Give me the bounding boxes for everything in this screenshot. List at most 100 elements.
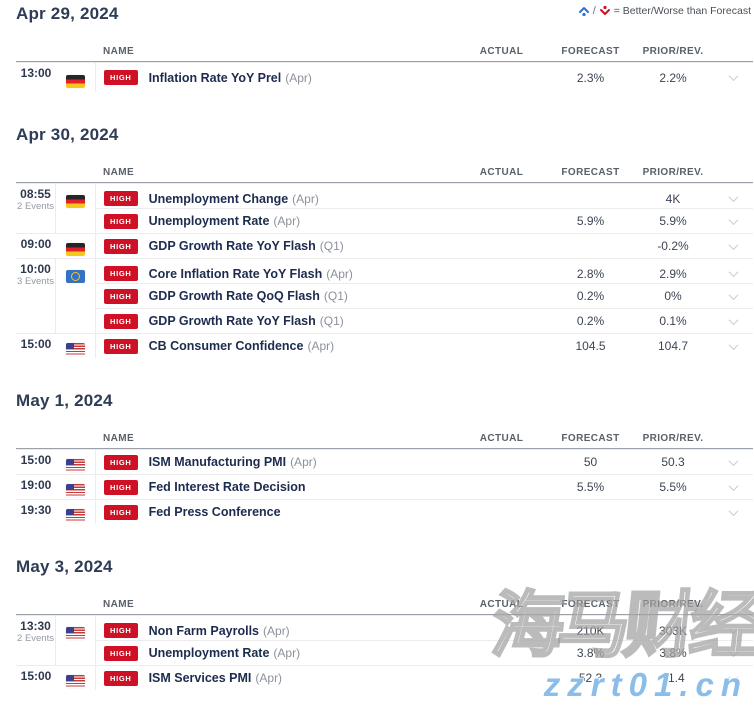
event-row[interactable]: HIGH Unemployment Rate (Apr) 5.9% 5.9% [16, 208, 753, 233]
time-cell [16, 208, 56, 233]
time-cell: 13:30 2 Events [16, 615, 56, 645]
forecast-value: 3.8% [548, 640, 633, 665]
prior-value: 104.7 [633, 333, 713, 358]
chevron-down-icon[interactable] [728, 671, 738, 682]
us-flag-icon [66, 483, 85, 497]
actual-value [455, 474, 548, 499]
importance-badge-high: HIGH [104, 70, 138, 85]
expand-row-button[interactable] [713, 208, 753, 233]
event-time: 08:55 [20, 187, 51, 201]
calendar-day-section: May 3, 2024 NAME ACTUAL FORECAST PRIOR/REV. 1… [0, 557, 754, 690]
column-header-name: NAME [103, 433, 135, 444]
time-cell: 15:00 [16, 665, 56, 690]
prior-value: -0.2% [633, 233, 713, 258]
chevron-down-icon[interactable] [728, 192, 738, 203]
flag-cell [56, 333, 95, 358]
expand-row-button[interactable] [713, 258, 753, 288]
chevron-down-icon[interactable] [728, 624, 738, 635]
date-header: Apr 30, 2024 [16, 125, 119, 144]
chevron-down-icon[interactable] [728, 314, 738, 325]
actual-value [455, 615, 548, 645]
prior-value: 3.8% [633, 640, 713, 665]
event-row[interactable]: 09:00 HIGH GDP Growth Rate YoY Flash (Q1) -0… [16, 233, 753, 258]
events-table: NAME ACTUAL FORECAST PRIOR/REV. 13:00 HIGH Inf… [16, 46, 753, 92]
event-row[interactable]: 15:00 HIGH ISM Manufacturing PMI (Apr) 50 50.… [16, 449, 753, 474]
event-row[interactable]: 08:55 2 Events HIGH Unemployment Change (Apr… [16, 183, 753, 213]
date-header: May 1, 2024 [16, 391, 113, 410]
expand-row-button[interactable] [713, 449, 753, 474]
event-period: (Q1) [323, 289, 348, 303]
chevron-down-icon[interactable] [728, 289, 738, 300]
event-time: 15:00 [20, 453, 52, 467]
forecast-value: 2.3% [548, 62, 633, 92]
event-row[interactable]: 13:00 HIGH Inflation Rate YoY Prel (Apr) 2.3… [16, 62, 753, 92]
event-period: (Q1) [319, 314, 344, 328]
chevron-down-icon[interactable] [728, 239, 738, 250]
column-header-forecast: FORECAST [561, 433, 620, 444]
forecast-value: 0.2% [548, 308, 633, 333]
event-row[interactable]: HIGH Unemployment Rate (Apr) 3.8% 3.8% [16, 640, 753, 665]
expand-row-button[interactable] [713, 665, 753, 690]
flag-cell [56, 308, 95, 333]
flag-cell [56, 62, 95, 92]
chevron-down-icon[interactable] [728, 646, 738, 657]
event-period: (Apr) [292, 191, 319, 206]
event-row[interactable]: 10:00 3 Events HIGH Core Inflation Rate YoY… [16, 258, 753, 288]
column-header-actual: ACTUAL [479, 46, 524, 57]
header-spacer-flag [56, 167, 95, 178]
expand-row-button[interactable] [713, 640, 753, 665]
event-row[interactable]: HIGH GDP Growth Rate QoQ Flash (Q1) 0.2% 0% [16, 283, 753, 308]
forecast-value: 52.3 [548, 665, 633, 690]
chevron-down-icon[interactable] [728, 505, 738, 516]
chevron-down-icon[interactable] [728, 455, 738, 466]
event-name: Fed Press Conference [148, 505, 281, 519]
us-flag-icon [66, 674, 85, 688]
forecast-value: 0.2% [548, 283, 633, 308]
expand-row-button[interactable] [713, 499, 753, 524]
prior-value: 4K [633, 183, 713, 213]
header-spacer-chevron [713, 46, 753, 57]
event-row[interactable]: 13:30 2 Events HIGH Non Farm Payrolls (Apr) 2… [16, 615, 753, 645]
flag-cell [56, 499, 95, 524]
header-spacer-time [16, 599, 56, 610]
expand-row-button[interactable] [713, 474, 753, 499]
flag-cell [56, 183, 95, 213]
event-row[interactable]: 15:00 HIGH ISM Services PMI (Apr) 52.3 51.4 [16, 665, 753, 690]
forecast-value: 210K [548, 615, 633, 645]
chevron-down-icon[interactable] [728, 267, 738, 278]
prior-value: 0% [633, 283, 713, 308]
event-name: Inflation Rate YoY Prel [148, 70, 282, 85]
event-name-cell: HIGH Non Farm Payrolls (Apr) [95, 615, 455, 645]
event-name-cell: HIGH CB Consumer Confidence (Apr) [95, 333, 455, 358]
prior-value: 2.2% [633, 62, 713, 92]
expand-row-button[interactable] [713, 283, 753, 308]
prior-value: 5.9% [633, 208, 713, 233]
chevron-down-icon[interactable] [728, 71, 738, 82]
actual-value [455, 62, 548, 92]
chevron-down-icon[interactable] [728, 214, 738, 225]
event-row[interactable]: 19:00 HIGH Fed Interest Rate Decision 5.5% 5… [16, 474, 753, 499]
calendar-day-section: Apr 30, 2024 NAME ACTUAL FORECAST PRIOR/REV.… [0, 125, 754, 358]
expand-row-button[interactable] [713, 183, 753, 213]
expand-row-button[interactable] [713, 62, 753, 92]
column-header-forecast: FORECAST [561, 167, 620, 178]
event-row[interactable]: 19:30 HIGH Fed Press Conference [16, 499, 753, 524]
forecast-value: 104.5 [548, 333, 633, 358]
expand-row-button[interactable] [713, 233, 753, 258]
expand-row-button[interactable] [713, 308, 753, 333]
event-period: (Apr) [285, 70, 312, 85]
importance-badge-high: HIGH [104, 213, 138, 229]
chevron-down-icon[interactable] [728, 339, 738, 350]
column-header-actual: ACTUAL [479, 433, 524, 444]
event-row[interactable]: 15:00 HIGH CB Consumer Confidence (Apr) 104.… [16, 333, 753, 358]
event-row[interactable]: HIGH GDP Growth Rate YoY Flash (Q1) 0.2% 0.1… [16, 308, 753, 333]
expand-row-button[interactable] [713, 333, 753, 358]
header-spacer-chevron [713, 167, 753, 178]
chevron-down-icon[interactable] [728, 480, 738, 491]
event-time: 10:00 [20, 262, 51, 276]
event-period: (Apr) [263, 623, 290, 638]
actual-value [455, 665, 548, 690]
expand-row-button[interactable] [713, 615, 753, 645]
prior-value [633, 499, 713, 524]
prior-value: 0.1% [633, 308, 713, 333]
